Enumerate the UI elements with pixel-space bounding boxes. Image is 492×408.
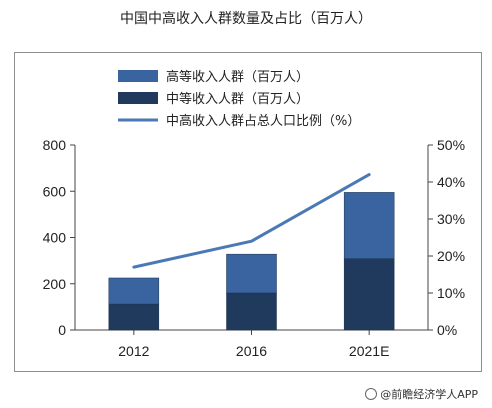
right-tick-label: 50% [437,137,465,153]
right-tick-label: 20% [437,248,465,264]
legend-swatch [118,70,158,82]
chart-title: 中国中高收入人群数量及占比（百万人） [120,11,372,27]
bar-segment [343,258,395,331]
bars [108,192,395,331]
percent-line-path [132,173,371,269]
right-tick-label: 0% [437,322,457,338]
bar-segment [343,192,395,260]
chart-frame [14,52,482,372]
source-text: @前瞻经济学人APP [380,388,478,401]
left-tick-label: 600 [43,183,67,199]
percent-line [132,173,371,269]
legend: 高等收入人群（百万人） 中等收入人群（百万人） 中高收入人群占总人口比例（%） [118,69,360,129]
x-tick-label: 2016 [236,343,267,359]
left-tick-label: 0 [58,322,66,338]
right-tick-label: 30% [437,211,465,227]
bar-segment [108,277,160,305]
bar-segment [108,303,160,331]
left-tick-label: 800 [43,137,67,153]
logo-icon [365,388,378,400]
left-tick-label: 200 [43,276,67,292]
bar-segment [226,253,277,294]
source-credit: @前瞻经济学人APP [365,386,478,402]
legend-label: 高等收入人群（百万人） [166,69,309,85]
bar-segment [226,292,277,331]
x-tick-label: 2012 [118,343,149,359]
left-tick-label: 400 [43,230,67,246]
legend-label: 中高收入人群占总人口比例（%） [166,113,360,129]
right-tick-label: 40% [437,174,465,190]
x-tick-label: 2021E [349,343,389,359]
axes: 0 200 400 600 800 0% 10% 20% 30% 40% 50% 2012 2016 20… [43,137,465,359]
legend-swatch [118,92,158,104]
right-tick-label: 10% [437,285,465,301]
legend-label: 中等收入人群（百万人） [166,91,309,107]
